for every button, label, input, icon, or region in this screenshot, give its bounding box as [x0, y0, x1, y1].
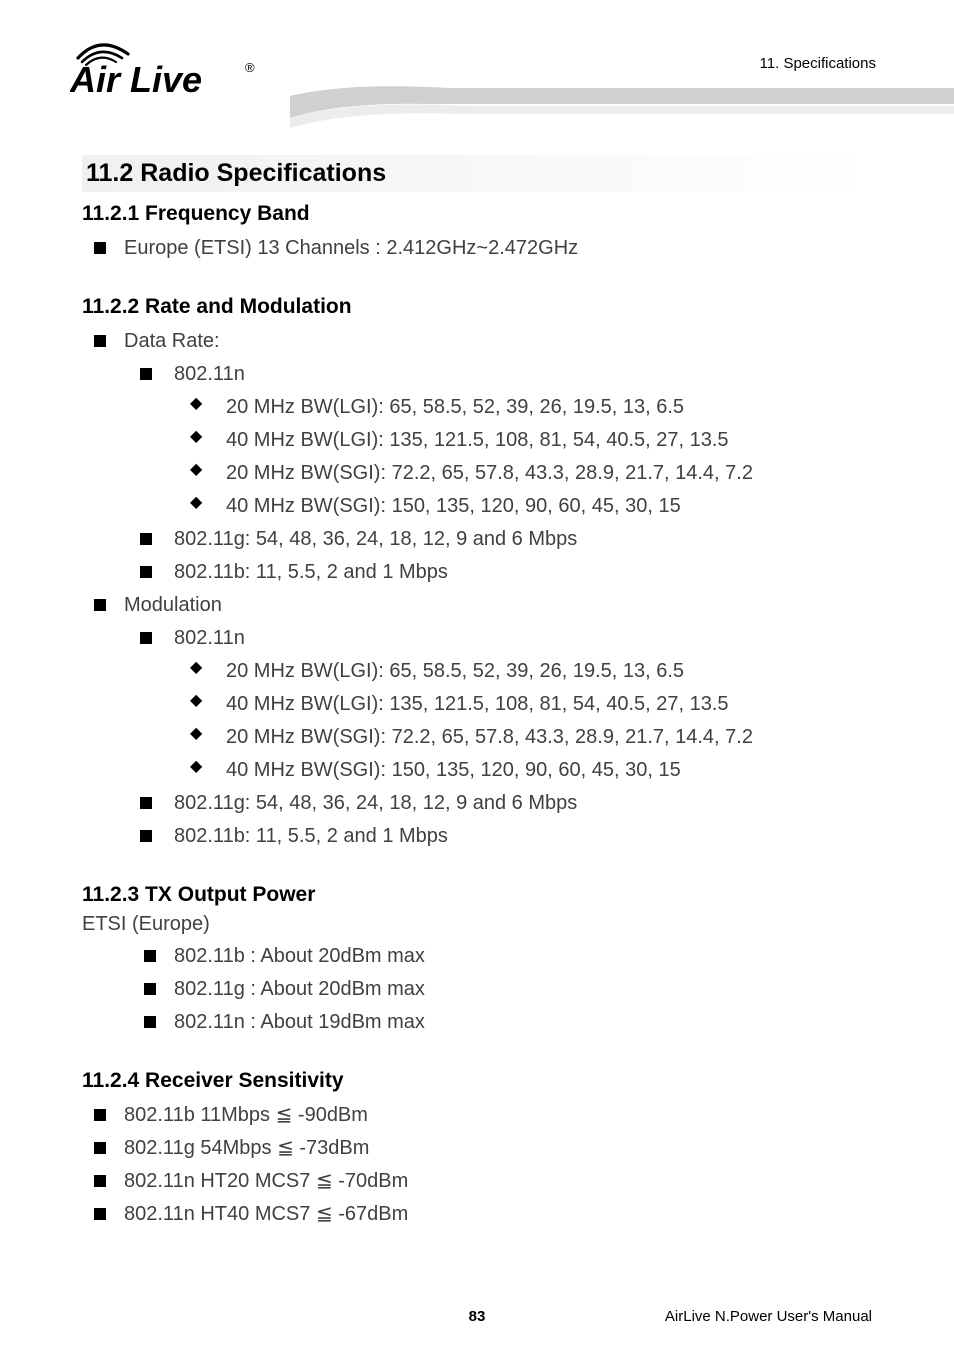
page-content: 11.2 Radio Specifications 11.2.1 Frequen… — [0, 125, 954, 1231]
section-number: 11.2 — [86, 159, 133, 187]
list-item: 802.11n : About 19dBm max — [132, 1006, 872, 1039]
list-item: 802.11n HT40 MCS7 ≦ -67dBm — [82, 1198, 872, 1231]
list-item: 802.11n 20 MHz BW(LGI): 65, 58.5, 52, 39… — [124, 622, 872, 787]
list-item-label: 802.11n HT20 MCS7 ≦ -70dBm — [124, 1170, 408, 1192]
rx-list: 802.11b 11Mbps ≦ -90dBm 802.11g 54Mbps ≦… — [82, 1099, 872, 1231]
section-title: 11.2 Radio Specifications — [86, 159, 386, 187]
list-item: 40 MHz BW(LGI): 135, 121.5, 108, 81, 54,… — [174, 424, 872, 457]
list-item: 802.11b: 11, 5.5, 2 and 1 Mbps — [124, 820, 872, 853]
list-item: 40 MHz BW(LGI): 135, 121.5, 108, 81, 54,… — [174, 688, 872, 721]
list-item: Europe (ETSI) 13 Channels : 2.412GHz~2.4… — [82, 232, 872, 265]
sublist: 802.11n 20 MHz BW(LGI): 65, 58.5, 52, 39… — [124, 622, 872, 853]
list-item: 802.11g: 54, 48, 36, 24, 18, 12, 9 and 6… — [124, 787, 872, 820]
list-item: 20 MHz BW(SGI): 72.2, 65, 57.8, 43.3, 28… — [174, 721, 872, 754]
list-item: 802.11b 11Mbps ≦ -90dBm — [82, 1099, 872, 1132]
list-item-label: 802.11n HT40 MCS7 ≦ -67dBm — [124, 1203, 408, 1225]
svg-text:Air Live: Air Live — [70, 59, 202, 100]
list-item: 40 MHz BW(SGI): 150, 135, 120, 90, 60, 4… — [174, 754, 872, 787]
list-item: 802.11b : About 20dBm max — [132, 940, 872, 973]
list-item-label: 802.11n — [174, 627, 245, 649]
list-item: 802.11g : About 20dBm max — [132, 973, 872, 1006]
list-item: 20 MHz BW(LGI): 65, 58.5, 52, 39, 26, 19… — [174, 391, 872, 424]
list-item-label: Modulation — [124, 594, 222, 616]
list-item-label: 802.11b 11Mbps ≦ -90dBm — [124, 1104, 368, 1126]
tx-intro: ETSI (Europe) — [82, 913, 872, 936]
rate-mod-list: Data Rate: 802.11n 20 MHz BW(LGI): 65, 5… — [82, 325, 872, 853]
tx-list: 802.11b : About 20dBm max 802.11g : Abou… — [82, 940, 872, 1039]
svg-text:®: ® — [245, 60, 255, 75]
subheading-tx-output: 11.2.3 TX Output Power — [82, 883, 872, 907]
subheading-rate-modulation: 11.2.2 Rate and Modulation — [82, 295, 872, 319]
section-title-bar: 11.2 Radio Specifications — [82, 155, 872, 192]
list-item: 802.11b: 11, 5.5, 2 and 1 Mbps — [124, 556, 872, 589]
header-banner — [290, 78, 954, 133]
subheading-rx-sensitivity: 11.2.4 Receiver Sensitivity — [82, 1069, 872, 1093]
sublist: 20 MHz BW(LGI): 65, 58.5, 52, 39, 26, 19… — [174, 391, 872, 523]
page-header: Air Live ® 11. Specifications — [0, 0, 954, 125]
manual-title: AirLive N.Power User's Manual — [665, 1308, 872, 1325]
section-title-text: Radio Specifications — [140, 159, 386, 187]
list-item: 802.11n 20 MHz BW(LGI): 65, 58.5, 52, 39… — [124, 358, 872, 523]
page-number: 83 — [469, 1308, 486, 1325]
freq-band-list: Europe (ETSI) 13 Channels : 2.412GHz~2.4… — [82, 232, 872, 265]
sublist: 802.11n 20 MHz BW(LGI): 65, 58.5, 52, 39… — [124, 358, 872, 589]
list-item: 20 MHz BW(LGI): 65, 58.5, 52, 39, 26, 19… — [174, 655, 872, 688]
list-item: 20 MHz BW(SGI): 72.2, 65, 57.8, 43.3, 28… — [174, 457, 872, 490]
list-item-label: 802.11n — [174, 363, 245, 385]
subheading-frequency-band: 11.2.1 Frequency Band — [82, 202, 872, 226]
brand-logo: Air Live ® — [70, 32, 280, 105]
sublist: 20 MHz BW(LGI): 65, 58.5, 52, 39, 26, 19… — [174, 655, 872, 787]
list-item: 802.11g 54Mbps ≦ -73dBm — [82, 1132, 872, 1165]
list-item: 802.11g: 54, 48, 36, 24, 18, 12, 9 and 6… — [124, 523, 872, 556]
list-item: 802.11n HT20 MCS7 ≦ -70dBm — [82, 1165, 872, 1198]
list-item: 40 MHz BW(SGI): 150, 135, 120, 90, 60, 4… — [174, 490, 872, 523]
list-item: Data Rate: 802.11n 20 MHz BW(LGI): 65, 5… — [82, 325, 872, 589]
list-item: Modulation 802.11n 20 MHz BW(LGI): 65, 5… — [82, 589, 872, 853]
list-item-label: Data Rate: — [124, 330, 220, 352]
list-item-label: 802.11g 54Mbps ≦ -73dBm — [124, 1137, 369, 1159]
chapter-label: 11. Specifications — [760, 55, 876, 72]
